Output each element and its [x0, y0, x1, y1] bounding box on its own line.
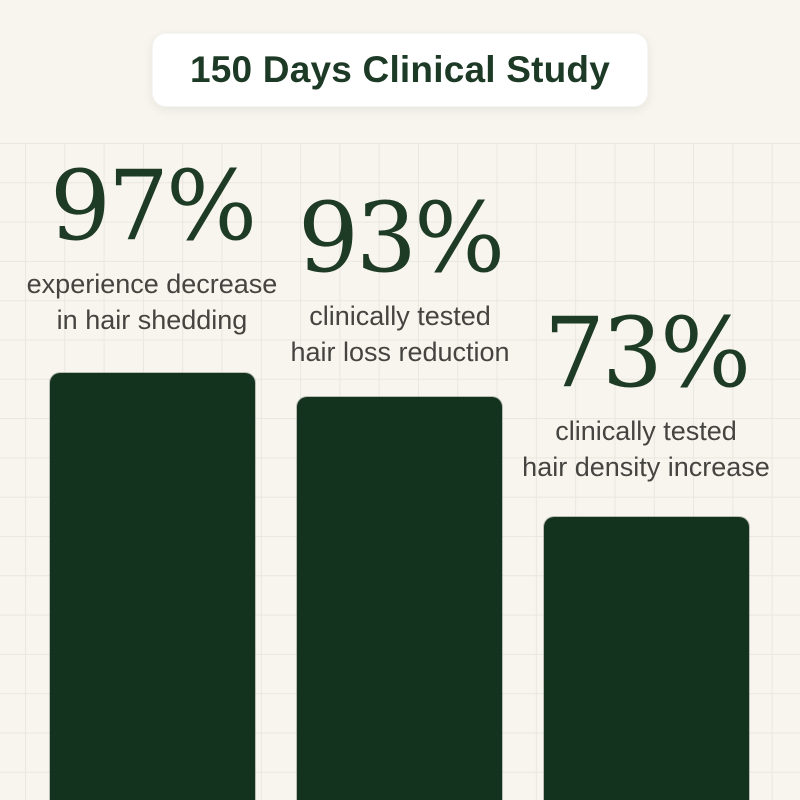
stat-caption-hair-density: clinically tested hair density increase [501, 413, 791, 485]
title-card: 150 Days Clinical Study [152, 33, 648, 107]
stat-caption-line: hair density increase [522, 452, 770, 482]
stat-caption-hair-shedding: experience decrease in hair shedding [7, 266, 297, 338]
stat-caption-line: experience decrease [26, 269, 278, 299]
stat-caption-line: clinically tested [555, 416, 737, 446]
bar-hair-loss-reduction [297, 397, 502, 800]
bar-hair-shedding [50, 373, 255, 800]
stat-caption-line: hair loss reduction [290, 337, 510, 367]
stat-group-hair-density: 73% clinically tested hair density incre… [501, 305, 791, 485]
stat-caption-hair-loss-reduction: clinically tested hair loss reduction [255, 298, 545, 370]
stat-value-hair-shedding: 97% [49, 150, 257, 262]
stat-caption-line: in hair shedding [56, 305, 248, 335]
page-title: 150 Days Clinical Study [189, 49, 610, 90]
stat-caption-line: clinically tested [309, 301, 491, 331]
stat-value-hair-density: 73% [543, 297, 751, 409]
stat-group-hair-loss-reduction: 93% clinically tested hair loss reductio… [255, 190, 545, 370]
stat-group-hair-shedding: 97% experience decrease in hair shedding [7, 158, 297, 338]
bar-hair-density [544, 517, 749, 800]
stat-value-hair-loss-reduction: 93% [297, 182, 505, 294]
